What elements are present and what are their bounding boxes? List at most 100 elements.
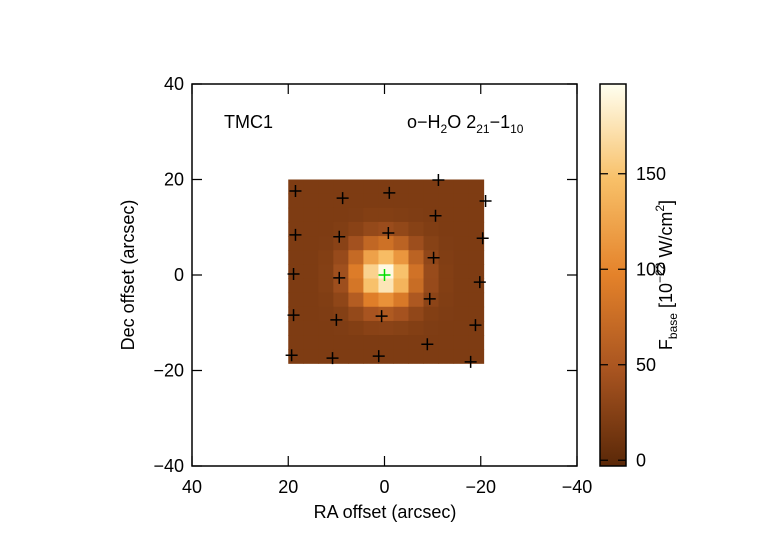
cell	[378, 250, 394, 265]
cell	[348, 278, 364, 294]
cell	[348, 292, 364, 308]
cell	[438, 306, 455, 322]
cell	[438, 335, 455, 350]
cell	[408, 278, 425, 294]
cell	[393, 349, 409, 364]
colorbar-tick-label: 50	[636, 355, 656, 375]
cell	[408, 207, 425, 223]
cell	[363, 236, 379, 251]
x-tick-label: 0	[379, 477, 389, 497]
cell	[453, 306, 470, 322]
cell	[438, 250, 455, 265]
point	[476, 232, 489, 245]
cell	[348, 349, 364, 364]
text-part: O 2	[447, 112, 476, 132]
annotation: TMC1	[224, 112, 273, 132]
cell	[423, 320, 440, 336]
cell	[468, 335, 485, 350]
cell	[423, 306, 440, 322]
cell	[393, 292, 409, 308]
cell	[333, 306, 349, 322]
colorbar-label: Fbase [10−22 W/cm2]	[653, 200, 680, 350]
cell	[288, 278, 304, 294]
text-part: −1	[490, 112, 511, 132]
cell	[348, 320, 364, 336]
cell	[348, 250, 364, 265]
cell	[378, 335, 394, 350]
cell	[393, 306, 409, 322]
cell	[453, 349, 470, 364]
cell	[303, 264, 319, 279]
cell	[453, 236, 470, 251]
x-tick-label: 20	[278, 477, 298, 497]
cell	[303, 349, 319, 364]
y-axis-label: Dec offset (arcsec)	[118, 200, 138, 351]
cell	[393, 264, 409, 279]
point	[285, 349, 298, 362]
cell	[303, 221, 319, 237]
cell	[318, 306, 334, 322]
cell	[393, 250, 409, 265]
cell	[453, 221, 470, 237]
cell	[423, 193, 440, 209]
cell	[378, 179, 394, 195]
points	[285, 173, 492, 368]
cell	[453, 278, 470, 294]
cell	[438, 292, 455, 308]
cell	[378, 278, 394, 294]
cell	[423, 335, 440, 350]
cell	[288, 193, 304, 209]
cell	[393, 179, 409, 195]
cell	[408, 320, 425, 336]
cell	[363, 292, 379, 308]
cell	[318, 278, 334, 294]
cell	[453, 207, 470, 223]
text-part: 2	[653, 205, 667, 212]
cell	[453, 193, 470, 209]
cell	[333, 292, 349, 308]
cell	[363, 221, 379, 237]
cell	[318, 236, 334, 251]
text-part: [10	[656, 283, 676, 313]
point	[378, 269, 391, 281]
text-part: o−H	[407, 112, 441, 132]
cell	[393, 278, 409, 294]
cell	[438, 264, 455, 279]
cell	[408, 179, 425, 195]
cell	[303, 292, 319, 308]
cell	[438, 320, 455, 336]
cell	[348, 306, 364, 322]
cell	[468, 207, 485, 223]
cell	[408, 349, 425, 364]
cell	[438, 193, 455, 209]
cell	[438, 221, 455, 237]
cell	[318, 179, 334, 195]
cell	[363, 349, 379, 364]
cell	[348, 335, 364, 350]
cell	[408, 306, 425, 322]
cell	[288, 349, 304, 364]
x-axis-label: RA offset (arcsec)	[314, 502, 457, 522]
cell	[348, 179, 364, 195]
cell	[303, 278, 319, 294]
colorbar-tick-label: 100	[636, 259, 666, 279]
colorbar-frame	[599, 83, 627, 467]
cell	[468, 250, 485, 265]
text-part: 2	[441, 122, 448, 136]
cell	[318, 207, 334, 223]
cell	[318, 320, 334, 336]
point	[383, 186, 396, 199]
cell	[333, 179, 349, 195]
cell	[423, 292, 440, 308]
cell	[288, 320, 304, 336]
text-part: 21	[476, 122, 490, 136]
cell	[348, 236, 364, 251]
x-tick-label: −40	[562, 477, 593, 497]
cell	[378, 306, 394, 322]
point	[473, 276, 486, 289]
annotation: o−H2O 221−110	[407, 112, 524, 136]
cell	[393, 221, 409, 237]
cell	[318, 335, 334, 350]
cell	[333, 193, 349, 209]
cell	[288, 207, 304, 223]
